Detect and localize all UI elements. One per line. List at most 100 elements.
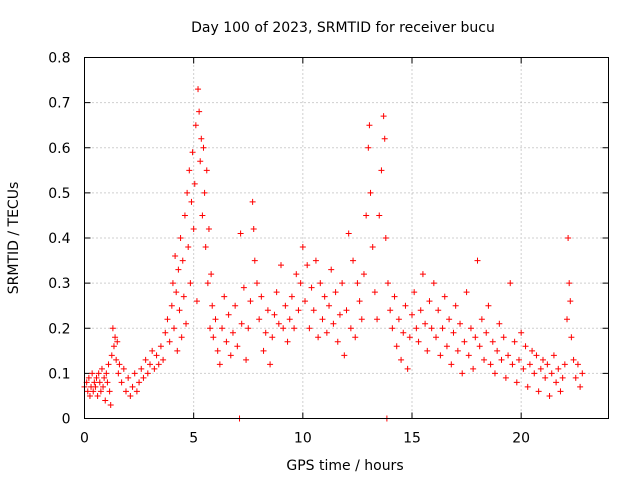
data-point — [378, 167, 385, 174]
data-point — [343, 307, 350, 314]
data-point — [448, 361, 455, 368]
data-point — [400, 329, 407, 336]
data-point — [216, 361, 223, 368]
data-point — [269, 334, 276, 341]
data-point — [553, 379, 560, 386]
data-point — [102, 397, 109, 404]
data-point — [105, 361, 112, 368]
data-point — [537, 365, 544, 372]
data-point — [491, 370, 498, 377]
data-point — [354, 280, 361, 287]
data-point — [245, 325, 252, 332]
data-point — [363, 212, 370, 219]
data-point — [483, 329, 490, 336]
data-point — [350, 257, 357, 264]
data-point — [326, 302, 333, 309]
data-point — [140, 374, 147, 381]
data-point — [299, 244, 306, 251]
data-point — [559, 374, 566, 381]
data-point — [389, 325, 396, 332]
data-point — [574, 361, 581, 368]
data-point — [387, 307, 394, 314]
data-point — [426, 298, 433, 305]
data-point — [391, 293, 398, 300]
data-point — [463, 289, 470, 296]
data-point — [317, 280, 324, 287]
data-point — [550, 352, 557, 359]
data-point — [97, 388, 104, 395]
data-point — [308, 284, 315, 291]
data-point — [446, 316, 453, 323]
grid — [84, 57, 609, 419]
data-point — [360, 271, 367, 278]
data-point — [567, 298, 574, 305]
data-point — [258, 293, 265, 300]
data-point — [315, 334, 322, 341]
x-tick-label: 15 — [403, 431, 421, 447]
data-point — [570, 356, 577, 363]
data-point — [402, 302, 409, 309]
data-point — [110, 343, 117, 350]
data-point — [103, 370, 110, 377]
data-point — [193, 298, 200, 305]
data-point — [295, 307, 302, 314]
data-point — [133, 388, 140, 395]
y-tick-label: 0.7 — [48, 96, 70, 112]
data-point — [204, 280, 211, 287]
data-point — [185, 244, 192, 251]
x-tick-label: 5 — [189, 431, 198, 447]
data-point — [112, 334, 119, 341]
data-point — [237, 230, 244, 237]
data-point — [180, 293, 187, 300]
data-point — [171, 325, 178, 332]
data-point — [275, 320, 282, 327]
data-point — [555, 365, 562, 372]
data-point — [267, 361, 274, 368]
data-point — [291, 325, 298, 332]
data-point — [251, 257, 258, 264]
data-point — [312, 257, 319, 264]
data-point — [481, 356, 488, 363]
data-point — [352, 334, 359, 341]
data-point — [546, 392, 553, 399]
data-point — [127, 392, 134, 399]
data-point — [330, 320, 337, 327]
data-point — [187, 280, 194, 287]
data-point — [465, 352, 472, 359]
data-point — [579, 370, 586, 377]
data-point — [178, 334, 185, 341]
data-point — [297, 280, 304, 287]
data-point — [149, 347, 156, 354]
data-point — [544, 361, 551, 368]
data-point — [160, 356, 167, 363]
data-point — [108, 352, 115, 359]
data-point — [533, 352, 540, 359]
data-point — [293, 271, 300, 278]
data-point — [568, 334, 575, 341]
data-point — [247, 298, 254, 305]
data-point — [115, 370, 122, 377]
data-point — [415, 338, 422, 345]
data-point — [142, 356, 149, 363]
data-point — [116, 361, 123, 368]
plot-frame — [84, 57, 609, 419]
data-point — [433, 334, 440, 341]
data-point — [249, 198, 256, 205]
data-point — [518, 329, 525, 336]
data-point — [207, 325, 214, 332]
data-point — [122, 388, 129, 395]
data-point — [561, 361, 568, 368]
data-point — [176, 307, 183, 314]
data-point — [238, 320, 245, 327]
data-point — [98, 365, 105, 372]
data-point — [467, 325, 474, 332]
data-point — [208, 271, 215, 278]
data-point — [94, 392, 101, 399]
data-point — [437, 352, 444, 359]
data-point — [96, 379, 103, 386]
data-point — [155, 361, 162, 368]
data-point — [177, 235, 184, 241]
data-point — [366, 122, 373, 129]
data-point — [422, 320, 429, 327]
y-tick-label: 0 — [62, 412, 71, 428]
